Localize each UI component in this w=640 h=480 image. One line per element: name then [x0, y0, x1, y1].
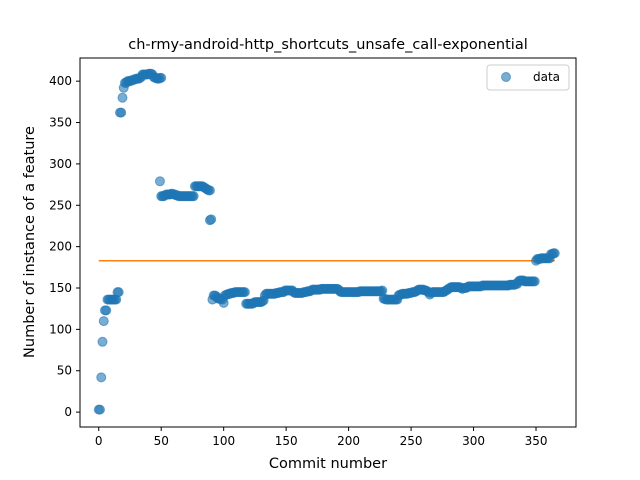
x-tick-label: 150	[275, 434, 298, 448]
x-tick-label: 200	[337, 434, 360, 448]
x-axis-label: Commit number	[269, 456, 387, 472]
data-point	[116, 107, 127, 118]
data-point	[154, 176, 165, 187]
data-point	[188, 191, 199, 202]
data-point	[117, 92, 128, 103]
data-point	[204, 185, 215, 196]
data-point	[206, 214, 217, 225]
plot-frame	[79, 57, 577, 428]
y-tick-label: 300	[49, 157, 72, 171]
x-tick-label: 0	[95, 434, 103, 448]
y-tick-label: 50	[57, 364, 72, 378]
x-tick-label: 250	[400, 434, 423, 448]
legend: data	[486, 64, 570, 91]
legend-box	[486, 64, 570, 91]
data-point	[239, 287, 250, 298]
y-tick-label: 100	[49, 322, 72, 336]
data-point	[113, 287, 124, 298]
data-point	[97, 336, 108, 347]
y-tick-label: 350	[49, 116, 72, 130]
y-axis-ticks: 0 50 100 150 200 250 300 350 400	[49, 74, 80, 419]
y-tick-label: 250	[49, 198, 72, 212]
x-tick-label: 350	[525, 434, 548, 448]
y-tick-label: 200	[49, 240, 72, 254]
data-point	[549, 248, 560, 259]
y-tick-label: 150	[49, 281, 72, 295]
data-point	[101, 305, 112, 316]
data-points-layer	[93, 68, 560, 415]
data-point	[156, 72, 167, 83]
x-tick-label: 50	[154, 434, 169, 448]
data-point	[96, 372, 107, 383]
x-tick-label: 300	[462, 434, 485, 448]
y-tick-label: 0	[64, 405, 72, 419]
data-point	[377, 285, 388, 296]
data-point	[529, 276, 540, 287]
y-tick-label: 400	[49, 74, 72, 88]
legend-label-data: data	[533, 70, 560, 84]
x-axis-ticks: 0 50 100 150 200 250 300 350	[95, 427, 548, 448]
chart-title: ch-rmy-android-http_shortcuts_unsafe_cal…	[128, 37, 527, 53]
y-axis-label: Number of instance of a feature	[22, 126, 38, 358]
legend-marker-data	[501, 72, 511, 82]
x-tick-label: 100	[212, 434, 235, 448]
data-point	[98, 316, 109, 327]
data-point	[94, 404, 105, 415]
